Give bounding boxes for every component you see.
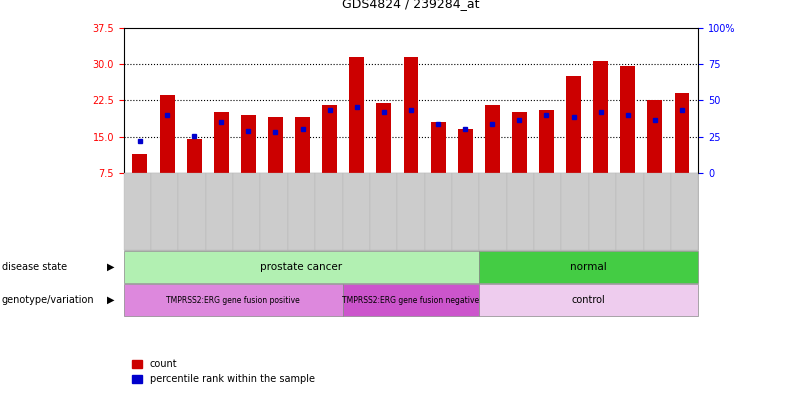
Text: normal: normal [571, 262, 607, 272]
Bar [458, 129, 472, 173]
Text: ▶: ▶ [107, 262, 114, 272]
Bar [431, 122, 445, 173]
Bar [404, 57, 418, 173]
Bar [132, 154, 148, 173]
Text: disease state: disease state [2, 262, 67, 272]
Bar [566, 76, 581, 173]
Text: TMPRSS2:ERG gene fusion positive: TMPRSS2:ERG gene fusion positive [166, 296, 300, 305]
Bar [350, 57, 364, 173]
Bar [674, 93, 689, 173]
Bar [214, 112, 229, 173]
Bar [620, 66, 635, 173]
Text: TMPRSS2:ERG gene fusion negative: TMPRSS2:ERG gene fusion negative [342, 296, 480, 305]
Bar [593, 61, 608, 173]
Bar [377, 103, 391, 173]
Legend: count, percentile rank within the sample: count, percentile rank within the sample [128, 356, 319, 388]
Text: genotype/variation: genotype/variation [2, 295, 94, 305]
Bar [241, 115, 256, 173]
Bar [539, 110, 554, 173]
Bar [160, 95, 175, 173]
Text: control: control [572, 295, 606, 305]
Text: GDS4824 / 239284_at: GDS4824 / 239284_at [342, 0, 480, 10]
Bar [187, 139, 202, 173]
Bar [647, 100, 662, 173]
Bar [322, 105, 337, 173]
Bar [485, 105, 500, 173]
Text: ▶: ▶ [107, 295, 114, 305]
Bar [295, 117, 310, 173]
Bar [268, 117, 283, 173]
Text: prostate cancer: prostate cancer [260, 262, 342, 272]
Bar [512, 112, 527, 173]
